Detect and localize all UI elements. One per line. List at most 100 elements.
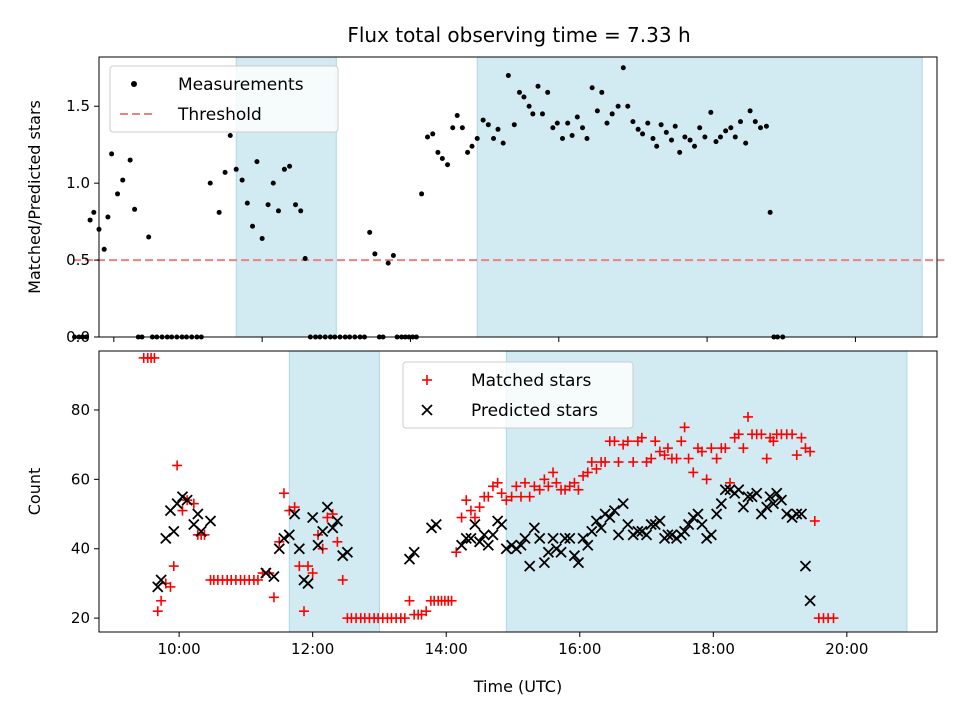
legend-marker	[421, 404, 433, 416]
measurements-point	[697, 125, 703, 131]
predicted-stars-point	[595, 522, 607, 534]
predicted-stars-point	[321, 501, 333, 513]
matched-stars-point	[268, 592, 279, 603]
matched-stars-point	[569, 477, 580, 488]
measurements-point	[101, 246, 107, 252]
predicted-stars-point	[577, 532, 589, 544]
predicted-stars-point	[804, 595, 816, 607]
predicted-stars-point	[617, 498, 629, 510]
matched-stars-point	[791, 450, 802, 461]
x-tick-label: 14:00	[425, 640, 468, 658]
x-tick-label: 12:00	[291, 640, 334, 658]
measurements-point	[500, 140, 506, 146]
matched-stars-point	[168, 561, 179, 572]
predicted-stars-point	[192, 508, 204, 520]
measurements-point	[385, 260, 391, 266]
predicted-stars-point	[542, 546, 555, 558]
matched-stars-point	[628, 457, 639, 468]
predicted-stars-point	[682, 518, 695, 531]
predicted-stars-point	[764, 491, 776, 503]
matched-stars-point	[551, 477, 562, 488]
y-tick-label: 60	[71, 470, 90, 488]
y-tick-label: 1.0	[66, 174, 90, 192]
matched-stars-point	[289, 502, 300, 513]
measurements-point	[450, 125, 456, 131]
matched-stars-point	[172, 460, 183, 471]
matched-stars-point	[511, 481, 522, 492]
predicted-stars-point	[612, 529, 625, 541]
x-tick-label: 20:00	[825, 640, 868, 658]
predicted-stars-point	[455, 539, 468, 551]
measurements-point	[281, 166, 287, 172]
predicted-stars-point	[534, 532, 546, 544]
measurements-point	[233, 166, 239, 172]
matched-stars-point	[483, 491, 494, 502]
legend: Measurements Threshold	[109, 65, 339, 133]
predicted-stars-point	[528, 522, 540, 534]
predicted-stars-point	[590, 515, 603, 527]
predicted-stars-point	[293, 543, 305, 555]
measurements-point	[445, 162, 451, 168]
predicted-stars-point	[795, 508, 808, 520]
measurements-point	[640, 131, 646, 137]
predicted-stars-point	[312, 539, 324, 551]
measurements-point	[430, 131, 436, 137]
measurements-point	[91, 209, 97, 215]
y-tick-label: 1.5	[66, 97, 90, 115]
predicted-stars-point	[273, 543, 285, 555]
predicted-stars-point	[152, 581, 164, 593]
measurements-point	[105, 214, 111, 220]
predicted-stars-point	[487, 529, 499, 541]
measurements-point	[658, 122, 664, 128]
legend-item-predicted-stars: Predicted stars	[421, 401, 598, 421]
predicted-stars-point	[771, 487, 783, 499]
measurements-point	[669, 137, 675, 143]
matched-stars-point	[548, 467, 559, 478]
predicted-stars-point	[632, 525, 644, 538]
measurements-point	[589, 85, 595, 91]
measurements-point	[599, 89, 605, 95]
measurements-point	[367, 229, 373, 235]
predicted-stars-point	[781, 508, 793, 520]
legend-label: Predicted stars	[471, 401, 598, 421]
matched-stars-point	[524, 491, 535, 502]
predicted-stars-point	[307, 511, 319, 524]
measurements-point	[265, 202, 271, 208]
matched-stars-point	[796, 432, 807, 443]
predicted-stars-point	[564, 532, 576, 544]
measurements-point	[559, 136, 565, 142]
predicted-stars-point	[742, 491, 754, 503]
bottom-panel: 20 40 60 80 10:00 12:00 14:00 16:00 18:00 20:00 Co…	[25, 350, 938, 696]
measurements-point	[132, 206, 138, 212]
measurements-point	[222, 169, 228, 175]
measurements-point	[254, 159, 260, 165]
matched-stars-point	[492, 477, 503, 488]
measurements-point	[115, 191, 121, 197]
measurements-point	[511, 122, 517, 128]
measurements-point	[663, 129, 669, 135]
measurements-point	[239, 177, 245, 183]
matched-stars-point	[650, 436, 661, 447]
measurements-point	[227, 132, 233, 138]
predicted-stars-point	[640, 529, 653, 541]
measurements-point	[723, 128, 729, 134]
measurements-point	[87, 217, 93, 223]
matched-stars-point	[662, 443, 673, 454]
legend-box	[109, 65, 339, 133]
measurements-point	[76, 334, 82, 340]
matched-stars-point	[520, 477, 531, 488]
matched-stars-point	[805, 446, 816, 457]
predicted-stars-point	[331, 515, 344, 527]
axes-frame	[98, 56, 938, 338]
predicted-stars-point	[327, 522, 339, 534]
predicted-stars-point	[403, 553, 416, 565]
shaded-region-0	[288, 350, 380, 633]
predicted-stars-point	[555, 546, 567, 558]
matched-stars-point	[165, 581, 176, 592]
measurements-point	[539, 111, 545, 117]
legend: Matched stars Predicted stars	[402, 361, 634, 429]
predicted-stars-point	[622, 518, 634, 531]
matched-stars-point	[539, 474, 550, 485]
predicted-stars-point	[283, 529, 295, 541]
matched-stars-point	[646, 453, 657, 464]
